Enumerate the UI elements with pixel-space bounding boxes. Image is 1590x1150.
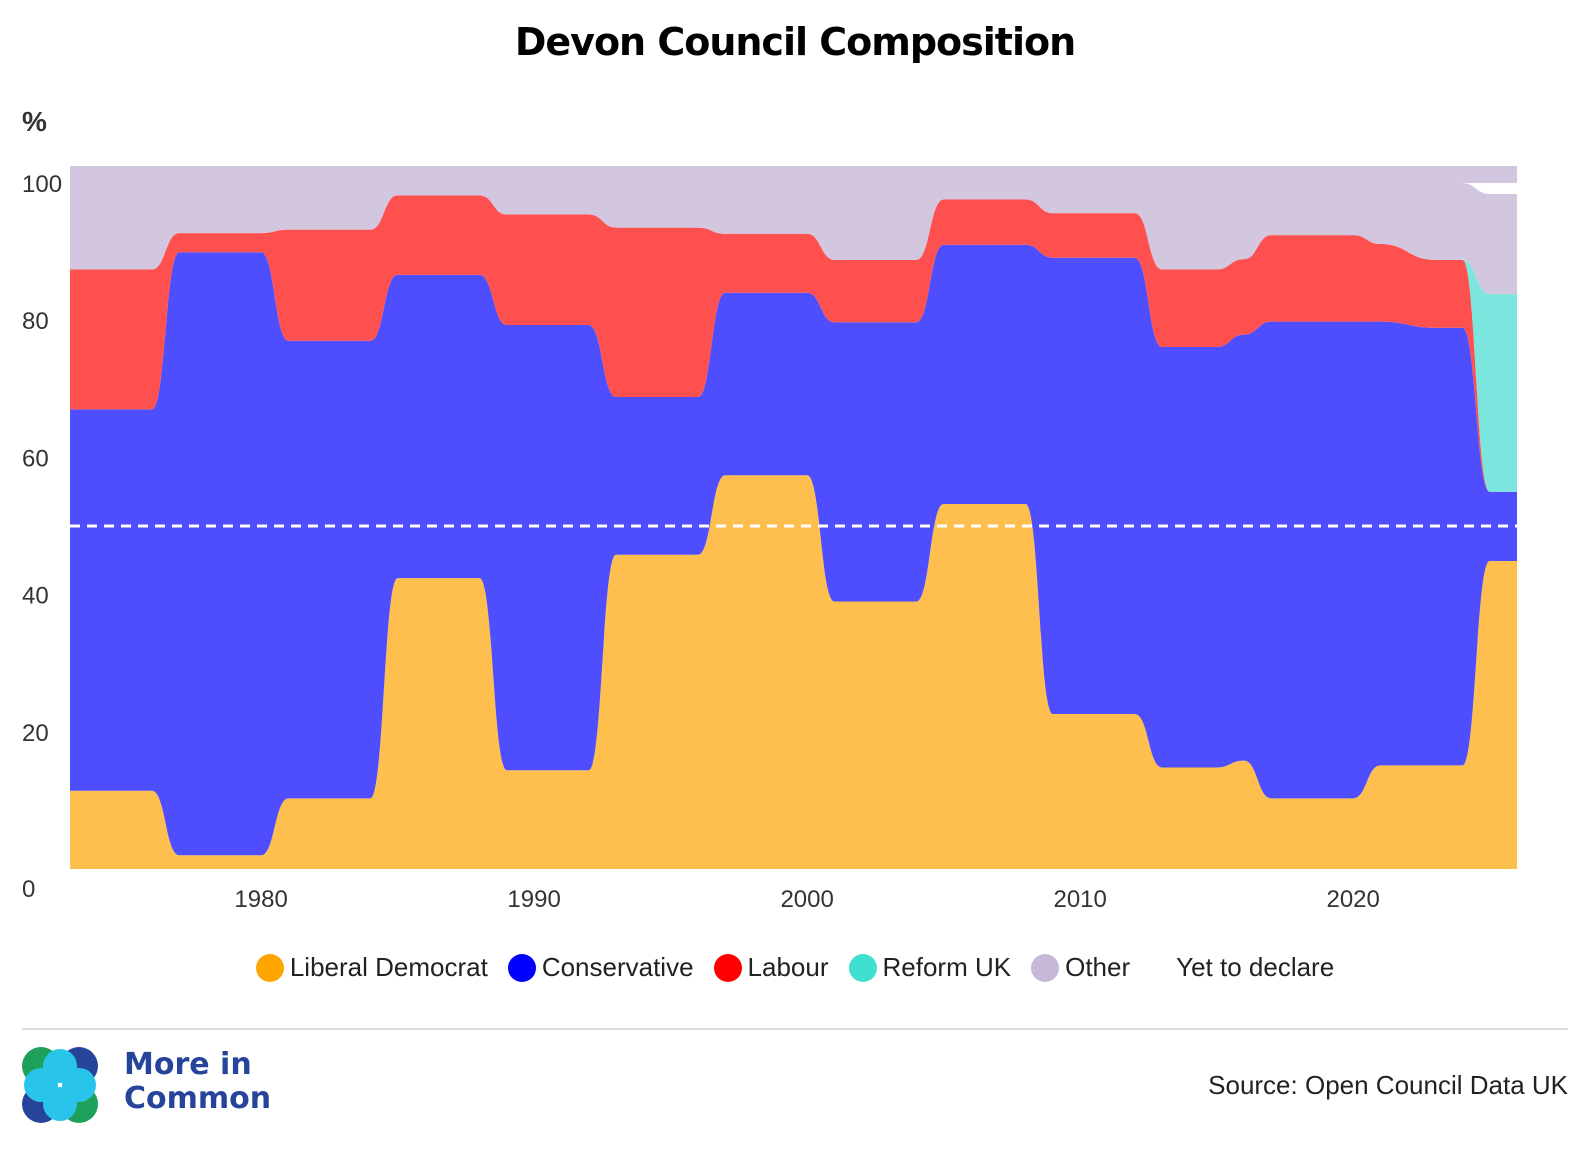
legend: Liberal Democrat Conservative Labour Ref… [0,952,1590,983]
chart-plot: 0 20 40 60 80 100 1980 1990 2000 2010 2020 [22,166,1517,913]
area-liberal-democrat [70,475,1517,869]
y-tick-label: 60 [22,445,49,472]
y-tick-label: 100 [22,171,62,198]
footer-divider [22,1028,1568,1030]
plot-top-band [70,166,1517,183]
legend-item-other[interactable]: Other [1031,952,1130,983]
legend-label: Yet to declare [1176,952,1335,982]
y-tick-label: 20 [22,720,49,747]
x-tick-label: 2010 [1053,886,1106,913]
legend-swatch [848,953,877,982]
legend-item-reform-uk[interactable]: Reform UK [848,952,1012,983]
legend-swatch [1031,953,1060,982]
brand-line-2: Common [124,1081,272,1116]
legend-label: Conservative [541,952,694,982]
y-axis-ticks: 0 20 40 60 80 100 [22,171,62,903]
x-tick-label: 1990 [507,886,560,913]
legend-item-liberal-democrat[interactable]: Liberal Democrat [255,952,488,983]
x-tick-label: 1980 [234,886,287,913]
legend-swatch [507,953,536,982]
brand-name: More in Common [124,1048,271,1116]
x-tick-label: 2020 [1326,886,1379,913]
legend-label: Labour [747,952,829,982]
legend-swatch [255,953,284,982]
legend-label: Reform UK [882,952,1012,982]
area-other [70,183,1517,295]
legend-label: Liberal Democrat [289,952,488,982]
legend-item-labour[interactable]: Labour [713,952,829,983]
more-in-common-logo-icon [22,1047,98,1123]
area-labour [70,195,1517,492]
source-note: Source: Open Council Data UK [1208,1070,1568,1100]
legend-item-conservative[interactable]: Conservative [507,952,694,983]
y-tick-label: 80 [22,308,49,335]
y-tick-label: 0 [22,876,35,903]
legend-swatch [713,953,742,982]
legend-label: Other [1065,952,1131,982]
x-tick-label: 2000 [780,886,833,913]
area-conservative [70,244,1517,856]
y-axis-unit: % [22,106,47,137]
legend-swatch [1150,954,1170,982]
stacked-areas [70,166,1517,869]
chart-title: Devon Council Composition [514,20,1076,64]
x-axis-ticks: 1980 1990 2000 2010 2020 [234,886,1379,913]
legend-item-yet-to-declare[interactable]: Yet to declare [1150,952,1334,983]
brand-line-1: More in [124,1047,252,1082]
y-tick-label: 40 [22,583,49,610]
